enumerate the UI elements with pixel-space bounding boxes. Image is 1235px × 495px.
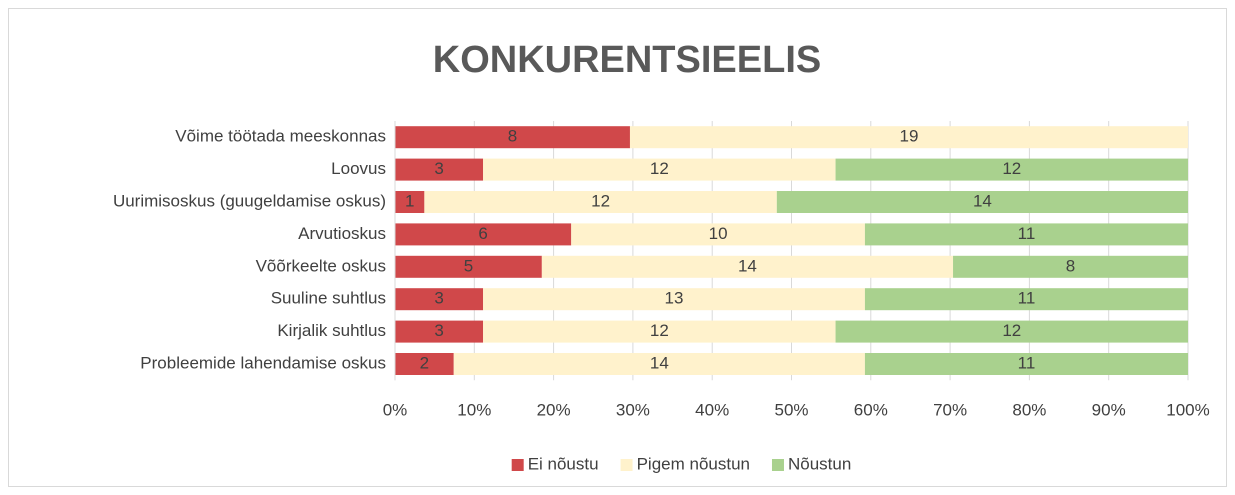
legend-swatch: [771, 459, 784, 471]
data-label: 10: [709, 224, 728, 243]
data-label: 12: [1002, 321, 1021, 340]
x-tick-label: 80%: [1012, 400, 1046, 419]
data-label: 14: [738, 256, 757, 275]
x-tick-label: 60%: [854, 400, 888, 419]
bar-segment: [395, 191, 425, 213]
x-tick-label: 50%: [774, 400, 808, 419]
x-tick-label: 30%: [616, 400, 650, 419]
bar-segment: [835, 158, 1188, 181]
data-label: 12: [1002, 159, 1021, 178]
data-label: 12: [650, 159, 669, 178]
y-tick-label: Loovus: [331, 159, 386, 178]
bar-segment: [629, 126, 1188, 149]
chart-border: [8, 8, 1227, 487]
data-label: 12: [650, 321, 669, 340]
data-label: 3: [434, 289, 443, 308]
y-tick-label: Arvutioskus: [298, 224, 386, 243]
legend-swatch: [511, 459, 524, 471]
x-tick-label: 20%: [537, 400, 571, 419]
data-label: 13: [665, 289, 684, 308]
data-label: 1: [405, 191, 414, 210]
data-label: 19: [900, 127, 919, 146]
bar-segment: [424, 191, 777, 213]
data-label: 5: [464, 256, 473, 275]
bar-segment: [835, 320, 1188, 343]
chart-title: KONKURENTSIEELIS: [433, 39, 821, 81]
x-tick-label: 100%: [1166, 400, 1209, 419]
legend-label: Nõustun: [788, 454, 851, 473]
y-tick-label: Uurimisoskus (guugeldamise oskus): [113, 191, 386, 210]
data-label: 3: [434, 159, 443, 178]
x-tick-label: 70%: [933, 400, 967, 419]
bar-segment: [864, 288, 1188, 311]
data-label: 14: [650, 353, 669, 372]
x-tick-label: 0%: [383, 400, 408, 419]
bar-segment: [953, 255, 1188, 278]
bar-segment: [483, 288, 865, 311]
data-label: 11: [1018, 353, 1036, 372]
bar-segment: [541, 255, 954, 278]
data-label: 14: [973, 191, 992, 210]
bar-segment: [483, 158, 836, 181]
bar-segment: [571, 223, 865, 246]
x-tick-label: 90%: [1092, 400, 1126, 419]
data-label: 11: [1018, 224, 1036, 243]
y-tick-label: Võime töötada meeskonnas: [175, 127, 386, 146]
x-tick-label: 40%: [695, 400, 729, 419]
bar-segment: [395, 126, 630, 149]
bar-segment: [395, 255, 542, 278]
x-tick-label: 10%: [457, 400, 491, 419]
data-label: 8: [508, 127, 517, 146]
bar-segment: [395, 353, 454, 375]
legend-swatch: [620, 459, 633, 471]
legend-label: Pigem nõustun: [637, 454, 750, 473]
bar-segment: [395, 288, 484, 311]
y-tick-label: Suuline suhtlus: [271, 289, 386, 308]
bar-segment: [483, 320, 836, 343]
data-label: 12: [591, 191, 610, 210]
bar-segment: [864, 353, 1188, 375]
data-label: 8: [1066, 256, 1075, 275]
bar-segment: [776, 191, 1188, 213]
y-tick-label: Võõrkeelte oskus: [256, 256, 386, 275]
bar-segment: [395, 320, 484, 343]
data-label: 6: [478, 224, 487, 243]
bar-segment: [395, 223, 572, 246]
legend-label: Ei nõustu: [528, 454, 599, 473]
bar-segment: [395, 158, 484, 181]
data-label: 3: [434, 321, 443, 340]
y-tick-label: Kirjalik suhtlus: [277, 321, 386, 340]
data-label: 2: [420, 353, 429, 372]
bar-segment: [864, 223, 1188, 246]
y-tick-label: Probleemide lahendamise oskus: [140, 353, 386, 372]
bar-segment: [453, 353, 865, 375]
data-label: 11: [1018, 289, 1036, 308]
